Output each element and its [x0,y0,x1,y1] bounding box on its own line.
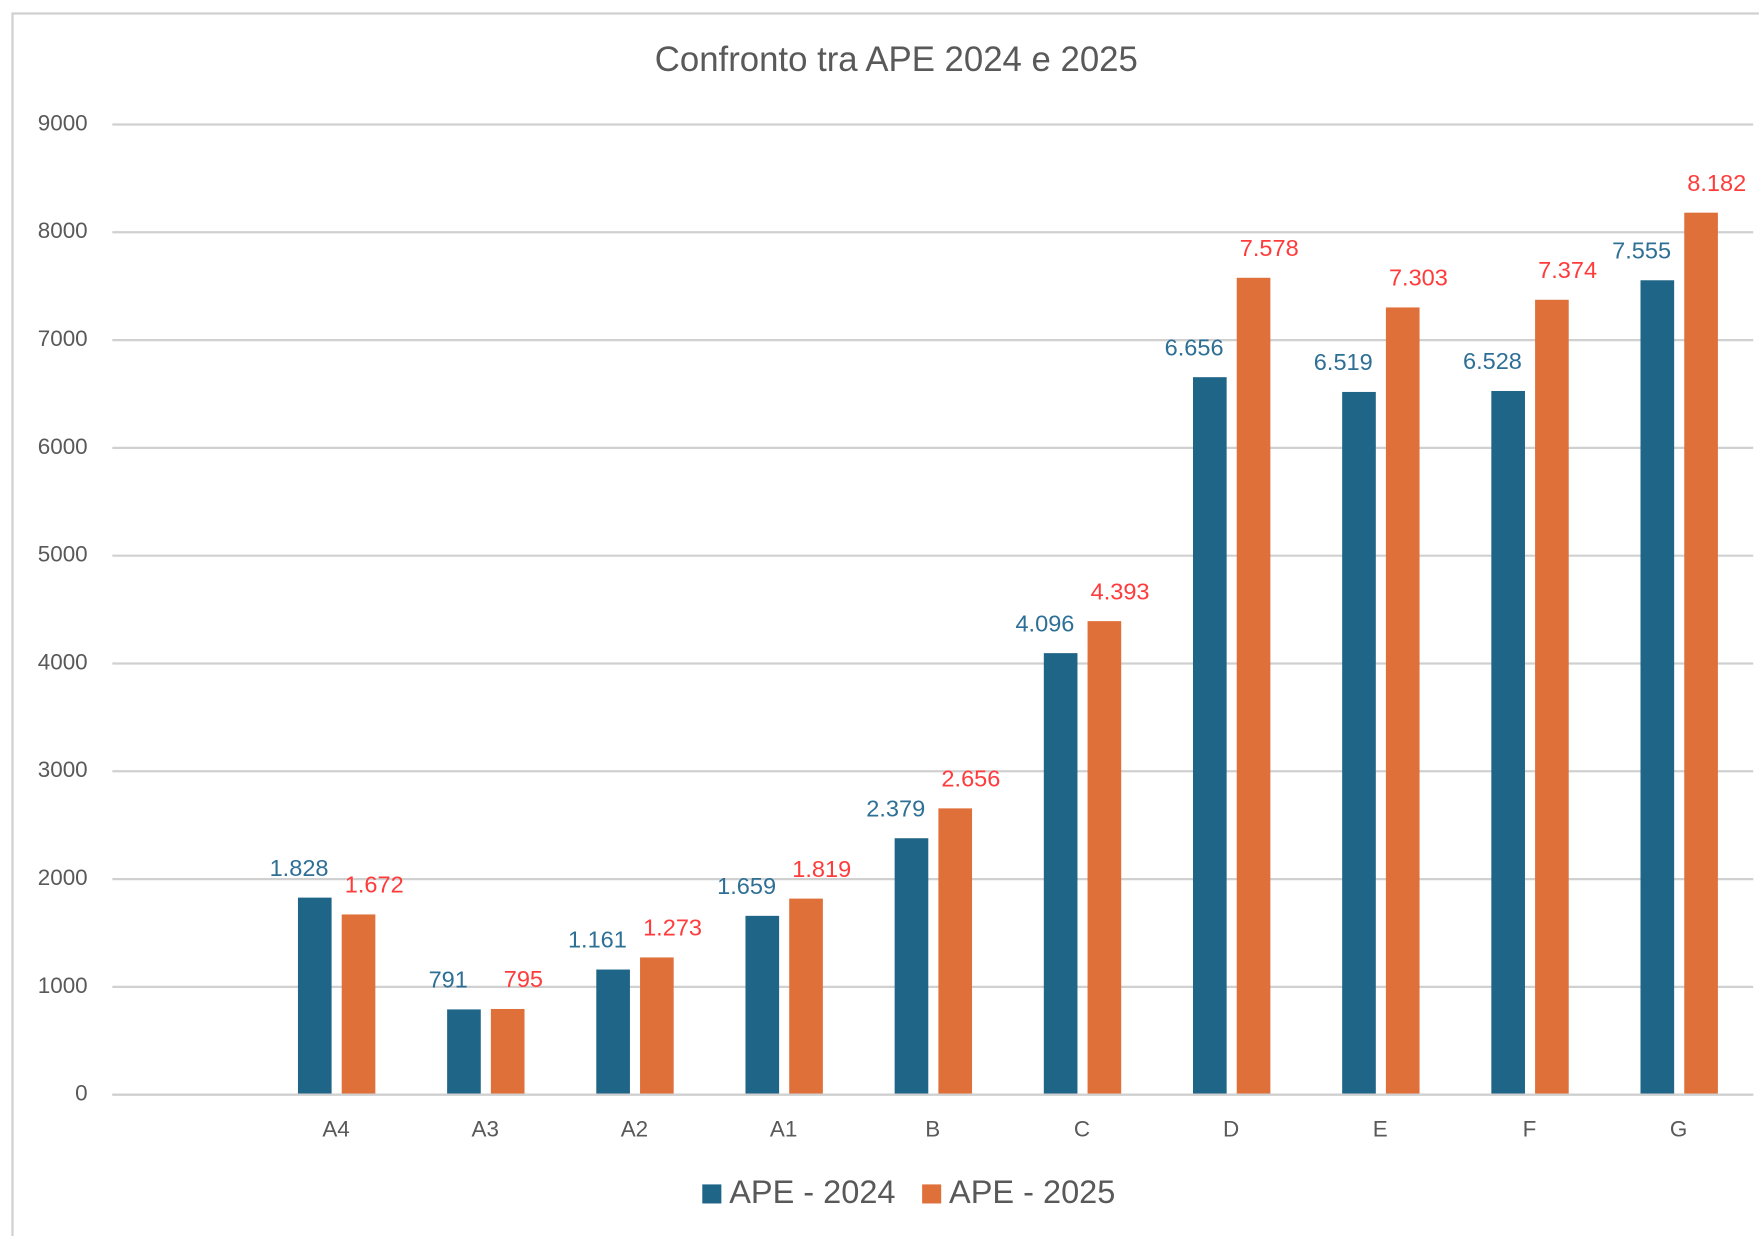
data-label: 1.659 [717,873,776,899]
bar [341,914,376,1095]
bar [1535,299,1569,1095]
x-tick-label: C [1074,1116,1090,1141]
chart-border [11,12,1759,1236]
data-label: 7.555 [1612,237,1671,263]
y-tick-label: 9000 [38,110,88,135]
y-tick-label: 3000 [38,757,88,782]
data-label: 7.303 [1389,265,1448,291]
data-label: 791 [429,967,468,993]
bar [1385,307,1420,1095]
y-tick-label: 8000 [38,218,88,243]
bar [297,897,332,1095]
bar [1043,653,1078,1095]
bar [490,1008,525,1095]
data-label: 1.273 [643,915,702,941]
x-tick-label: F [1523,1116,1537,1141]
bar [1192,377,1227,1095]
y-tick-label: 1000 [38,973,88,998]
bar [789,898,823,1095]
data-label: 6.519 [1314,349,1373,375]
legend-swatch [922,1184,942,1204]
data-label: 1.161 [568,927,627,953]
legend-label: APE - 2025 [949,1174,1115,1210]
bar [938,808,973,1095]
legend-label: APE - 2024 [729,1174,895,1210]
data-label: 8.182 [1687,170,1746,196]
y-tick-label: 7000 [38,326,88,351]
bar [894,838,929,1095]
data-label: 1.819 [792,856,851,882]
y-tick-label: 2000 [38,865,88,890]
data-label: 7.578 [1240,235,1299,261]
data-label: 1.828 [270,855,329,881]
data-label: 795 [504,966,543,992]
bar [1342,391,1376,1095]
chart-title: Confronto tra APE 2024 e 2025 [655,41,1138,79]
data-label: 7.374 [1538,257,1597,283]
bar [1087,621,1122,1095]
bar [1491,390,1525,1095]
x-tick-label: A1 [770,1116,797,1141]
x-tick-label: B [925,1116,940,1141]
x-tick-label: D [1223,1116,1239,1141]
y-tick-label: 5000 [38,542,88,567]
y-tick-label: 4000 [38,649,88,674]
x-tick-label: G [1670,1116,1687,1141]
x-tick-label: A2 [621,1116,648,1141]
bar [640,957,674,1095]
x-tick-label: A4 [322,1116,349,1141]
x-tick-label: E [1373,1116,1388,1141]
bar [1640,280,1675,1095]
data-label: 4.393 [1091,578,1150,604]
bar [596,969,630,1095]
data-label: 6.656 [1165,334,1224,360]
bar [447,1009,481,1095]
data-label: 6.528 [1463,348,1522,374]
y-tick-label: 0 [75,1081,87,1106]
legend-swatch [702,1184,722,1204]
y-tick-label: 6000 [38,434,88,459]
bar [1684,212,1718,1095]
data-label: 1.672 [345,872,404,898]
bar [745,915,780,1095]
data-label: 2.379 [866,795,925,821]
bar [1236,277,1271,1095]
x-tick-label: A3 [472,1116,499,1141]
data-label: 2.656 [941,766,1000,792]
data-label: 4.096 [1015,610,1074,636]
